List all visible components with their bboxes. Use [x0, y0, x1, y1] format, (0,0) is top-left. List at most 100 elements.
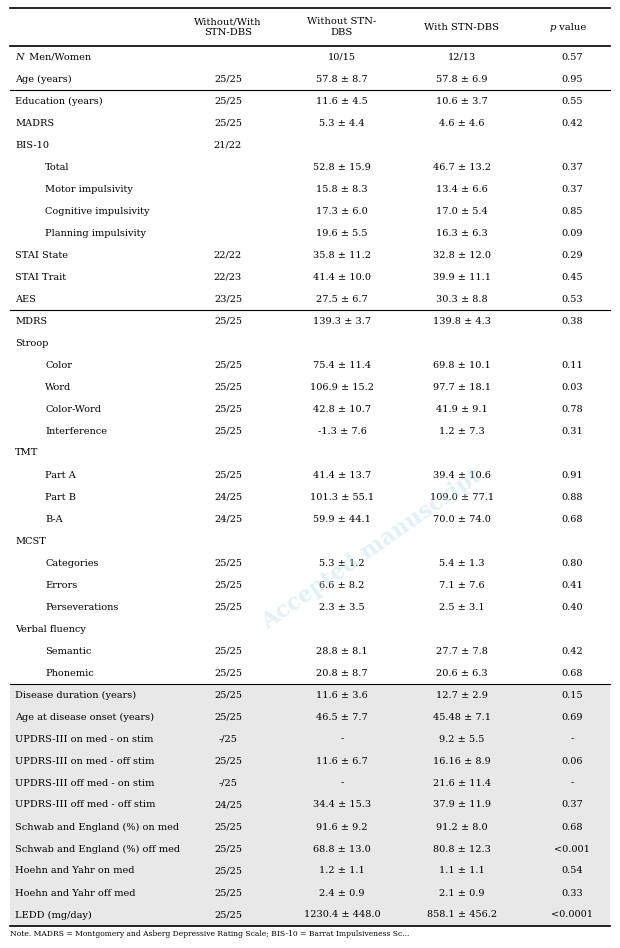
Text: Categories: Categories — [45, 558, 99, 568]
Text: Hoehn and Yahr off med: Hoehn and Yahr off med — [15, 888, 136, 898]
Text: Hoehn and Yahr on med: Hoehn and Yahr on med — [15, 866, 135, 876]
Text: Semantic: Semantic — [45, 647, 91, 655]
Text: Color: Color — [45, 360, 72, 370]
Text: 25/25: 25/25 — [214, 427, 242, 435]
Text: 0.54: 0.54 — [561, 866, 583, 876]
Text: Perseverations: Perseverations — [45, 603, 118, 611]
Bar — [10, 772, 610, 794]
Text: 13.4 ± 6.6: 13.4 ± 6.6 — [436, 185, 488, 193]
Text: 21.6 ± 11.4: 21.6 ± 11.4 — [433, 778, 491, 788]
Text: Motor impulsivity: Motor impulsivity — [45, 185, 133, 193]
Text: 11.6 ± 6.7: 11.6 ± 6.7 — [316, 757, 368, 765]
Text: 0.09: 0.09 — [561, 228, 583, 238]
Text: 0.37: 0.37 — [561, 800, 583, 810]
Text: -: - — [340, 778, 343, 788]
Text: 2.5 ± 3.1: 2.5 ± 3.1 — [439, 603, 485, 611]
Text: 0.03: 0.03 — [561, 382, 583, 392]
Text: 0.69: 0.69 — [561, 713, 583, 721]
Text: Without STN-
DBS: Without STN- DBS — [308, 17, 376, 37]
Text: Age at disease onset (years): Age at disease onset (years) — [15, 713, 154, 721]
Text: <0.001: <0.001 — [554, 845, 590, 853]
Text: Disease duration (years): Disease duration (years) — [15, 690, 136, 700]
Text: Errors: Errors — [45, 580, 78, 590]
Bar — [10, 794, 610, 816]
Text: 42.8 ± 10.7: 42.8 ± 10.7 — [313, 405, 371, 413]
Text: -: - — [570, 778, 574, 788]
Text: 25/25: 25/25 — [214, 360, 242, 370]
Text: 0.68: 0.68 — [561, 668, 583, 678]
Text: 27.7 ± 7.8: 27.7 ± 7.8 — [436, 647, 488, 655]
Text: 41.4 ± 13.7: 41.4 ± 13.7 — [313, 470, 371, 480]
Text: 0.37: 0.37 — [561, 185, 583, 193]
Bar — [10, 882, 610, 904]
Text: 0.68: 0.68 — [561, 823, 583, 831]
Text: 52.8 ± 15.9: 52.8 ± 15.9 — [313, 162, 371, 172]
Text: 23/25: 23/25 — [214, 295, 242, 303]
Text: LEDD (mg/day): LEDD (mg/day) — [15, 910, 92, 920]
Text: 39.4 ± 10.6: 39.4 ± 10.6 — [433, 470, 491, 480]
Text: MCST: MCST — [15, 537, 46, 545]
Text: 25/25: 25/25 — [214, 668, 242, 678]
Text: 25/25: 25/25 — [214, 866, 242, 876]
Text: Note. MADRS = Montgomery and Asberg Depressive Rating Scale; BIS-10 = Barrat Imp: Note. MADRS = Montgomery and Asberg Depr… — [10, 930, 409, 938]
Text: 0.45: 0.45 — [561, 272, 583, 282]
Text: 22/23: 22/23 — [214, 272, 242, 282]
Text: 25/25: 25/25 — [214, 757, 242, 765]
Text: 1.2 ± 1.1: 1.2 ± 1.1 — [319, 866, 365, 876]
Text: 57.8 ± 6.9: 57.8 ± 6.9 — [436, 75, 488, 83]
Text: 1.1 ± 1.1: 1.1 ± 1.1 — [439, 866, 485, 876]
Text: 0.29: 0.29 — [561, 250, 583, 260]
Text: 0.42: 0.42 — [561, 118, 583, 127]
Text: 0.42: 0.42 — [561, 647, 583, 655]
Text: 109.0 ± 77.1: 109.0 ± 77.1 — [430, 493, 494, 501]
Text: 12.7 ± 2.9: 12.7 ± 2.9 — [436, 690, 488, 700]
Text: 25/25: 25/25 — [214, 405, 242, 413]
Text: 0.38: 0.38 — [561, 317, 583, 325]
Text: 24/25: 24/25 — [214, 515, 242, 523]
Text: 11.6 ± 4.5: 11.6 ± 4.5 — [316, 97, 368, 105]
Text: 0.06: 0.06 — [561, 757, 583, 765]
Text: 0.41: 0.41 — [561, 580, 583, 590]
Text: 22/22: 22/22 — [214, 250, 242, 260]
Text: 30.3 ± 8.8: 30.3 ± 8.8 — [436, 295, 488, 303]
Text: 25/25: 25/25 — [214, 823, 242, 831]
Text: Cognitive impulsivity: Cognitive impulsivity — [45, 207, 149, 215]
Text: 0.78: 0.78 — [561, 405, 583, 413]
Text: Phonemic: Phonemic — [45, 668, 94, 678]
Text: Stroop: Stroop — [15, 338, 48, 348]
Text: 10.6 ± 3.7: 10.6 ± 3.7 — [436, 97, 488, 105]
Text: 25/25: 25/25 — [214, 580, 242, 590]
Text: 34.4 ± 15.3: 34.4 ± 15.3 — [313, 800, 371, 810]
Text: 7.1 ± 7.6: 7.1 ± 7.6 — [439, 580, 485, 590]
Text: 46.5 ± 7.7: 46.5 ± 7.7 — [316, 713, 368, 721]
Text: 25/25: 25/25 — [214, 470, 242, 480]
Text: UPDRS-III on med - off stim: UPDRS-III on med - off stim — [15, 757, 154, 765]
Text: 139.8 ± 4.3: 139.8 ± 4.3 — [433, 317, 491, 325]
Text: 5.3 ± 4.4: 5.3 ± 4.4 — [319, 118, 365, 127]
Text: 0.53: 0.53 — [561, 295, 583, 303]
Bar — [10, 684, 610, 706]
Text: Education (years): Education (years) — [15, 97, 103, 105]
Text: 16.16 ± 8.9: 16.16 ± 8.9 — [433, 757, 491, 765]
Text: 19.6 ± 5.5: 19.6 ± 5.5 — [316, 228, 368, 238]
Text: 80.8 ± 12.3: 80.8 ± 12.3 — [433, 845, 491, 853]
Text: 0.68: 0.68 — [561, 515, 583, 523]
Text: Part A: Part A — [45, 470, 76, 480]
Text: 6.6 ± 8.2: 6.6 ± 8.2 — [319, 580, 365, 590]
Text: 0.91: 0.91 — [561, 470, 583, 480]
Text: 25/25: 25/25 — [214, 382, 242, 392]
Text: With STN-DBS: With STN-DBS — [425, 23, 500, 31]
Text: 25/25: 25/25 — [214, 910, 242, 920]
Text: 25/25: 25/25 — [214, 558, 242, 568]
Text: 10/15: 10/15 — [328, 52, 356, 62]
Text: BIS-10: BIS-10 — [15, 140, 49, 150]
Text: 16.3 ± 6.3: 16.3 ± 6.3 — [436, 228, 488, 238]
Text: 106.9 ± 15.2: 106.9 ± 15.2 — [310, 382, 374, 392]
Text: 0.31: 0.31 — [561, 427, 583, 435]
Bar — [10, 750, 610, 772]
Text: 5.3 ± 1.2: 5.3 ± 1.2 — [319, 558, 365, 568]
Text: 5.4 ± 1.3: 5.4 ± 1.3 — [439, 558, 485, 568]
Text: 57.8 ± 8.7: 57.8 ± 8.7 — [316, 75, 368, 83]
Text: Age (years): Age (years) — [15, 75, 72, 83]
Text: 91.6 ± 9.2: 91.6 ± 9.2 — [316, 823, 368, 831]
